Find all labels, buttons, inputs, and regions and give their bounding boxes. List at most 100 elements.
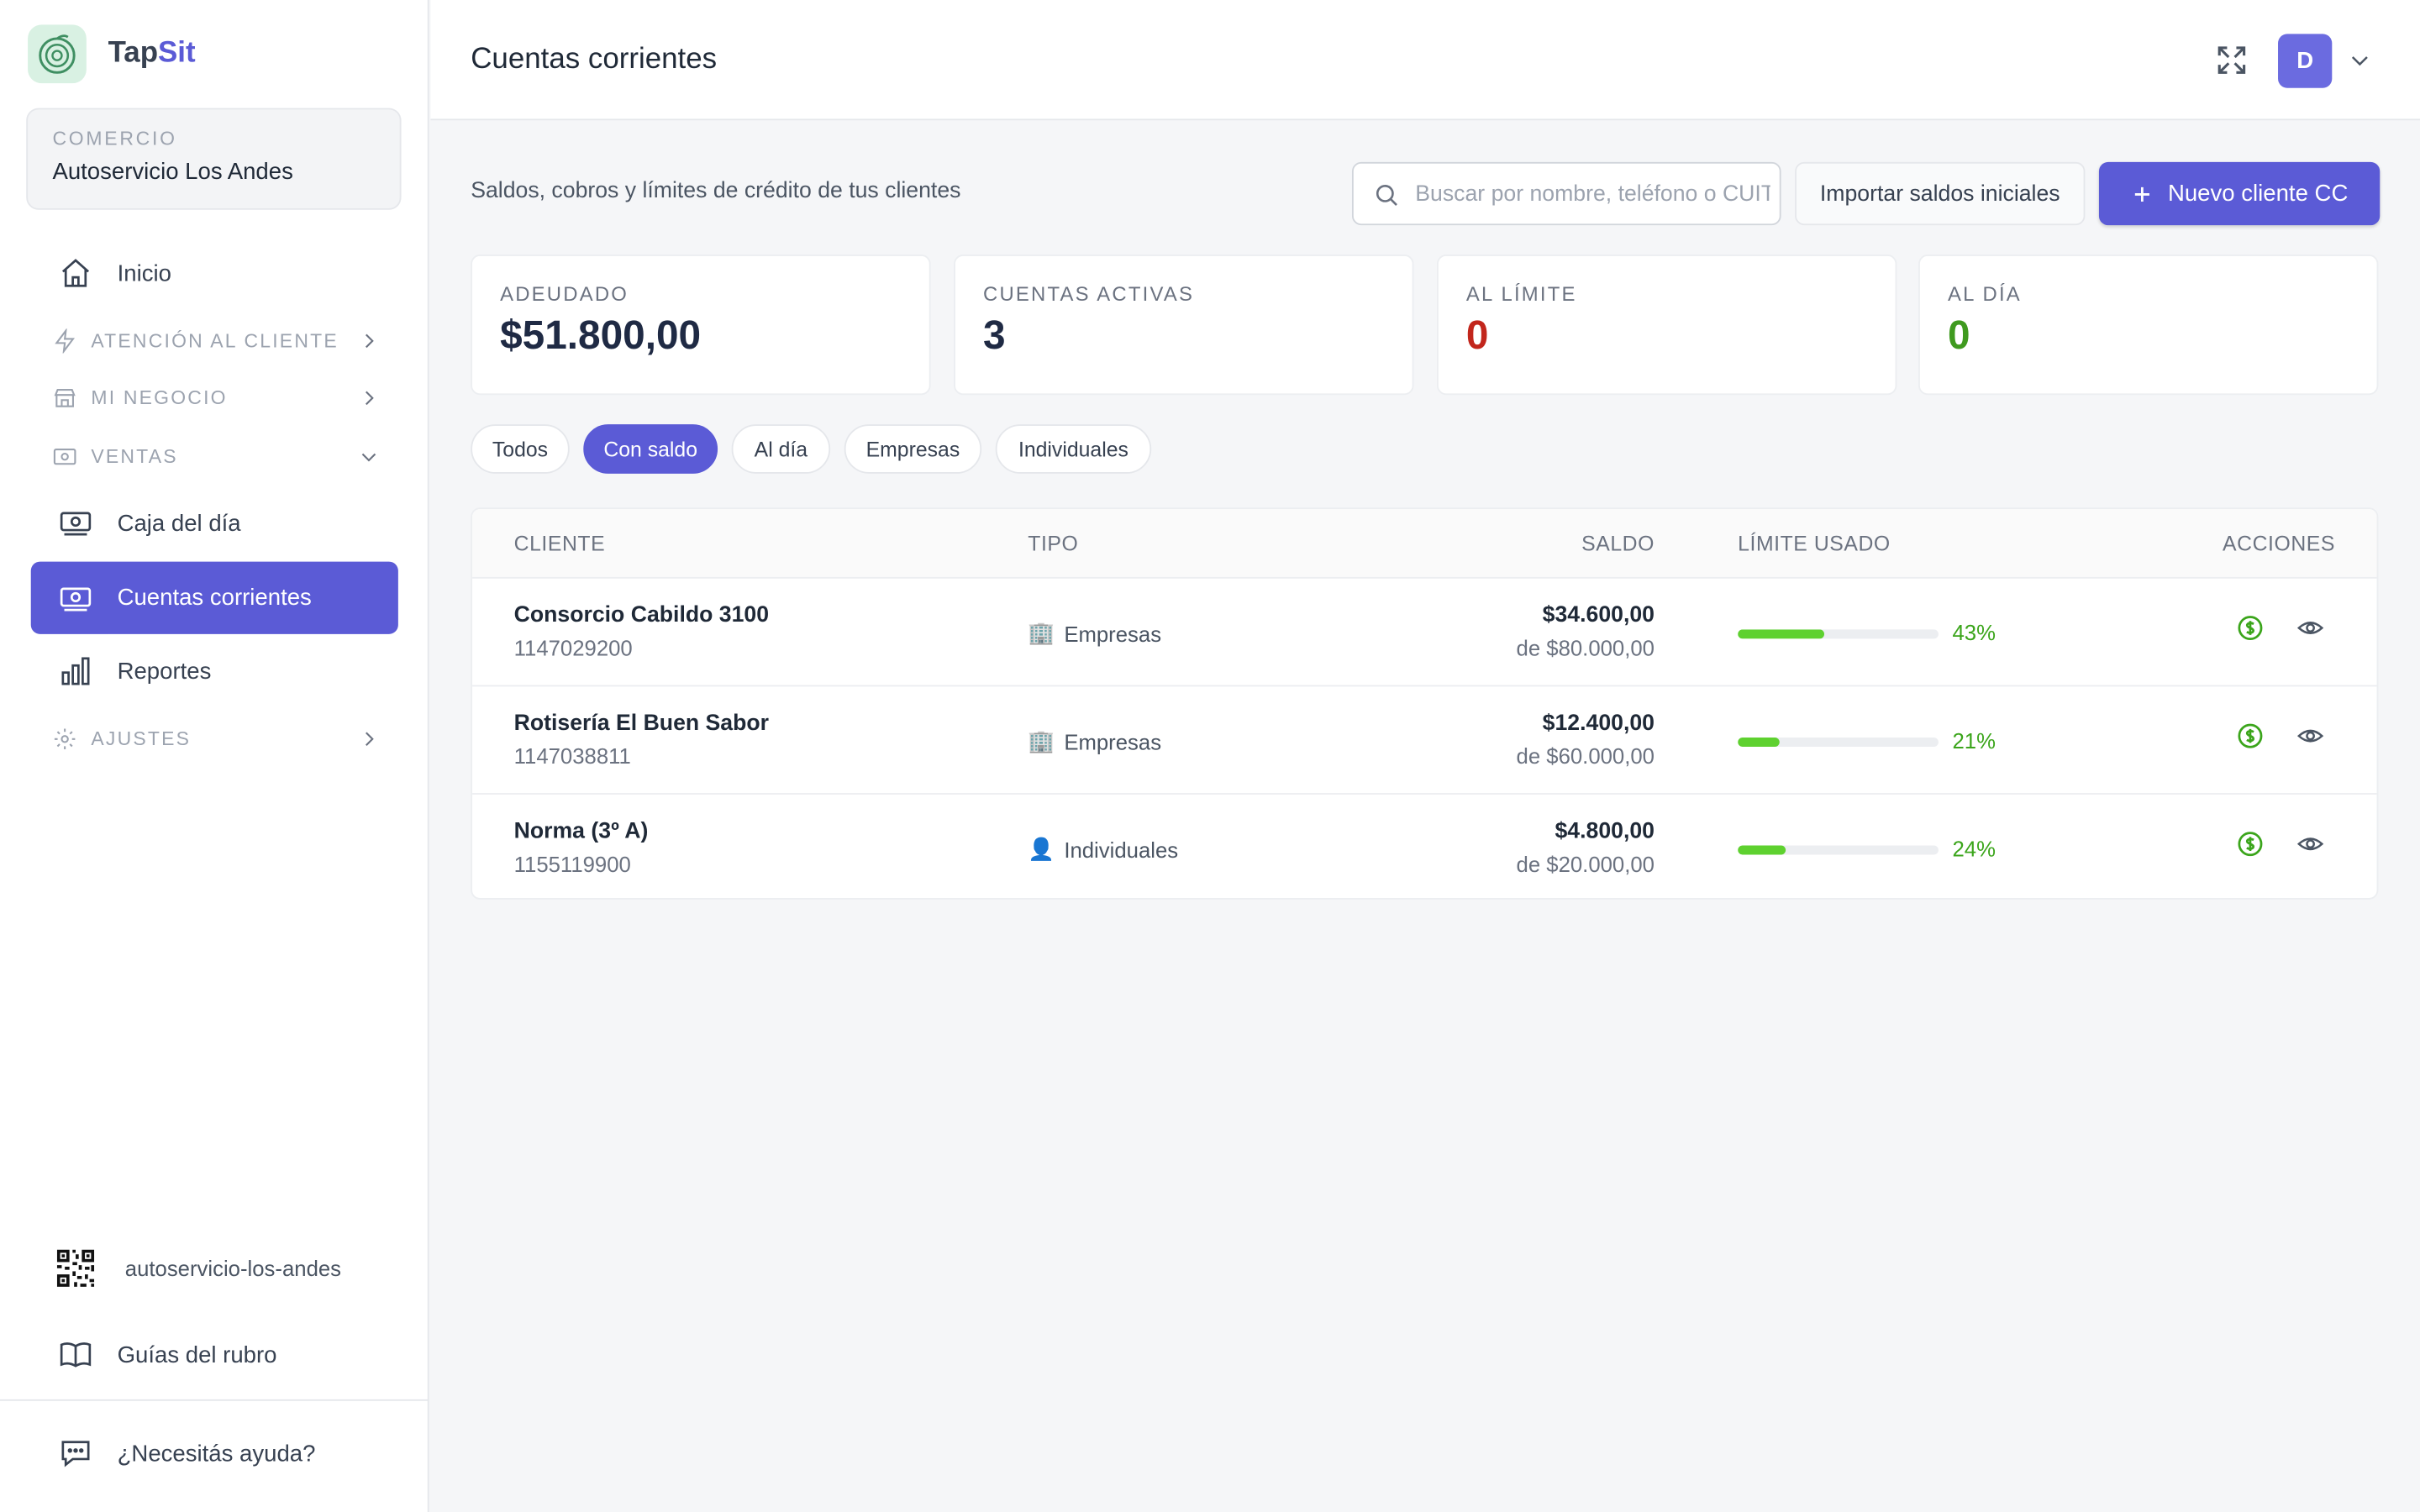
- chat-icon: [61, 1441, 90, 1467]
- sidebar-section-ajustes[interactable]: AJUSTES: [52, 721, 379, 758]
- limit-progress-fill: [1738, 845, 1786, 855]
- filter-todos[interactable]: Todos: [471, 424, 570, 474]
- sidebar-item-cuentas[interactable]: Cuentas corrientes: [30, 561, 398, 634]
- accounts-table: CLIENTE TIPO SALDO LÍMITE USADO ACCIONES…: [471, 507, 2379, 900]
- sidebar-section-ventas[interactable]: VENTAS: [52, 438, 379, 475]
- client-balance: $34.600,00: [1542, 603, 1655, 628]
- client-balance: $12.400,00: [1542, 711, 1655, 737]
- building-icon: 🏢: [1028, 620, 1055, 645]
- stat-value: 3: [983, 312, 1006, 359]
- new-client-label: Nuevo cliente CC: [2167, 180, 2349, 207]
- collect-payment-button[interactable]: [2235, 828, 2266, 859]
- help-label: ¿Necesitás ayuda?: [117, 1440, 316, 1467]
- client-balance: $4.800,00: [1555, 819, 1655, 844]
- limit-progress: [1738, 629, 1939, 639]
- stat-value: 0: [1947, 312, 1970, 359]
- limit-progress-fill: [1738, 737, 1781, 747]
- sidebar-section-atencion[interactable]: ATENCIÓN AL CLIENTE: [52, 323, 379, 360]
- sidebar-section-label: ATENCIÓN AL CLIENTE: [91, 330, 339, 352]
- new-client-button[interactable]: Nuevo cliente CC: [2098, 161, 2381, 226]
- client-name: Consorcio Cabildo 3100: [513, 603, 770, 628]
- store-name: Autoservicio Los Andes: [52, 159, 293, 186]
- cash-register-icon: [60, 512, 92, 536]
- filter-empresas[interactable]: Empresas: [844, 424, 982, 474]
- collect-payment-button[interactable]: [2235, 612, 2266, 643]
- client-limit: de $20.000,00: [1516, 851, 1655, 877]
- sidebar-item-reportes[interactable]: Reportes: [31, 636, 398, 706]
- page-subtitle: Saldos, cobros y límites de crédito de t…: [471, 179, 961, 204]
- search-box: [1351, 161, 1781, 226]
- sidebar-item-label: Caja del día: [117, 510, 241, 537]
- import-balances-button[interactable]: Importar saldos iniciales: [1795, 161, 2086, 226]
- col-limite: LÍMITE USADO: [1738, 532, 1891, 556]
- client-type: 👤 Individuales: [1028, 837, 1178, 863]
- table-header: CLIENTE TIPO SALDO LÍMITE USADO ACCIONES: [472, 509, 2377, 579]
- expand-icon: [2217, 46, 2246, 74]
- user-menu-toggle[interactable]: [2348, 48, 2372, 81]
- chevron-down-icon: [361, 453, 376, 462]
- avatar[interactable]: D: [2278, 34, 2333, 88]
- table-row[interactable]: Norma (3º A) 1155119900 👤 Individuales $4…: [472, 795, 2377, 898]
- stat-label: AL DÍA: [1947, 282, 2022, 306]
- collect-payment-button[interactable]: [2235, 721, 2266, 752]
- sidebar-section-label: AJUSTES: [91, 727, 192, 750]
- sidebar-item-guias[interactable]: Guías del rubro: [31, 1319, 398, 1389]
- cash-register-icon: [60, 586, 92, 611]
- stat-label: ADEUDADO: [500, 282, 629, 306]
- limit-progress-fill: [1738, 629, 1824, 639]
- top-header: Cuentas corrientes D: [430, 0, 2420, 121]
- filter-individuales[interactable]: Individuales: [995, 424, 1152, 474]
- qr-code-icon: [55, 1247, 96, 1289]
- client-limit: de $80.000,00: [1516, 635, 1655, 661]
- sidebar-item-inicio[interactable]: Inicio: [31, 238, 398, 308]
- brand-name: TapSit: [108, 37, 196, 70]
- client-type-label: Individuales: [1064, 837, 1179, 862]
- person-icon: 👤: [1028, 836, 1055, 861]
- building-icon: 🏢: [1028, 727, 1055, 753]
- filter-al-dia[interactable]: Al día: [731, 424, 831, 474]
- dollar-circle-icon: [2238, 832, 2263, 857]
- home-icon: [61, 259, 90, 287]
- col-acciones: ACCIONES: [2223, 532, 2335, 556]
- client-phone: 1147038811: [513, 743, 631, 769]
- chevron-down-icon: [2351, 56, 2368, 66]
- store-label: COMERCIO: [52, 128, 177, 150]
- col-tipo: TIPO: [1028, 532, 1079, 556]
- client-phone: 1155119900: [513, 851, 631, 877]
- sidebar-item-label: Cuentas corrientes: [117, 585, 312, 612]
- dollar-circle-icon: [2238, 723, 2263, 748]
- client-limit: de $60.000,00: [1516, 743, 1655, 769]
- view-account-button[interactable]: [2295, 828, 2326, 859]
- client-type: 🏢 Empresas: [1028, 728, 1161, 754]
- search-input[interactable]: [1415, 163, 1770, 224]
- eye-icon: [2296, 622, 2324, 634]
- stat-card-adeudado: ADEUDADO $51.800,00: [471, 255, 931, 396]
- table-row[interactable]: Consorcio Cabildo 3100 1147029200 🏢 Empre…: [472, 579, 2377, 687]
- eye-icon: [2296, 837, 2324, 851]
- bar-chart-icon: [61, 657, 90, 685]
- filter-con-saldo[interactable]: Con saldo: [583, 424, 718, 474]
- view-account-button[interactable]: [2295, 721, 2326, 752]
- sidebar-divider: [0, 1399, 429, 1401]
- book-icon: [60, 1342, 92, 1368]
- stat-card-al-dia: AL DÍA 0: [1918, 255, 2379, 396]
- sidebar-section-negocio[interactable]: MI NEGOCIO: [52, 380, 379, 417]
- client-type: 🏢 Empresas: [1028, 620, 1161, 646]
- chevron-right-icon: [366, 333, 374, 349]
- gear-icon: [54, 728, 76, 750]
- help-button[interactable]: ¿Necesitás ayuda?: [31, 1418, 398, 1488]
- stat-card-activas: CUENTAS ACTIVAS 3: [954, 255, 1414, 396]
- qr-link[interactable]: autoservicio-los-andes: [55, 1233, 423, 1304]
- stat-value: 0: [1465, 312, 1489, 359]
- fullscreen-button[interactable]: [2213, 42, 2250, 79]
- store-selector[interactable]: COMERCIO Autoservicio Los Andes: [26, 108, 402, 210]
- brand[interactable]: TapSit: [28, 24, 196, 84]
- tapsit-logo-icon: [28, 24, 87, 84]
- qr-slug: autoservicio-los-andes: [124, 1256, 342, 1281]
- stat-card-limite: AL LÍMITE 0: [1437, 255, 1897, 396]
- view-account-button[interactable]: [2295, 612, 2326, 643]
- sidebar-item-caja[interactable]: Caja del día: [31, 487, 398, 558]
- table-row[interactable]: Rotisería El Buen Sabor 1147038811 🏢 Empr…: [472, 686, 2377, 795]
- sidebar: TapSit COMERCIO Autoservicio Los Andes I…: [0, 0, 429, 1512]
- stat-value: $51.800,00: [500, 312, 702, 359]
